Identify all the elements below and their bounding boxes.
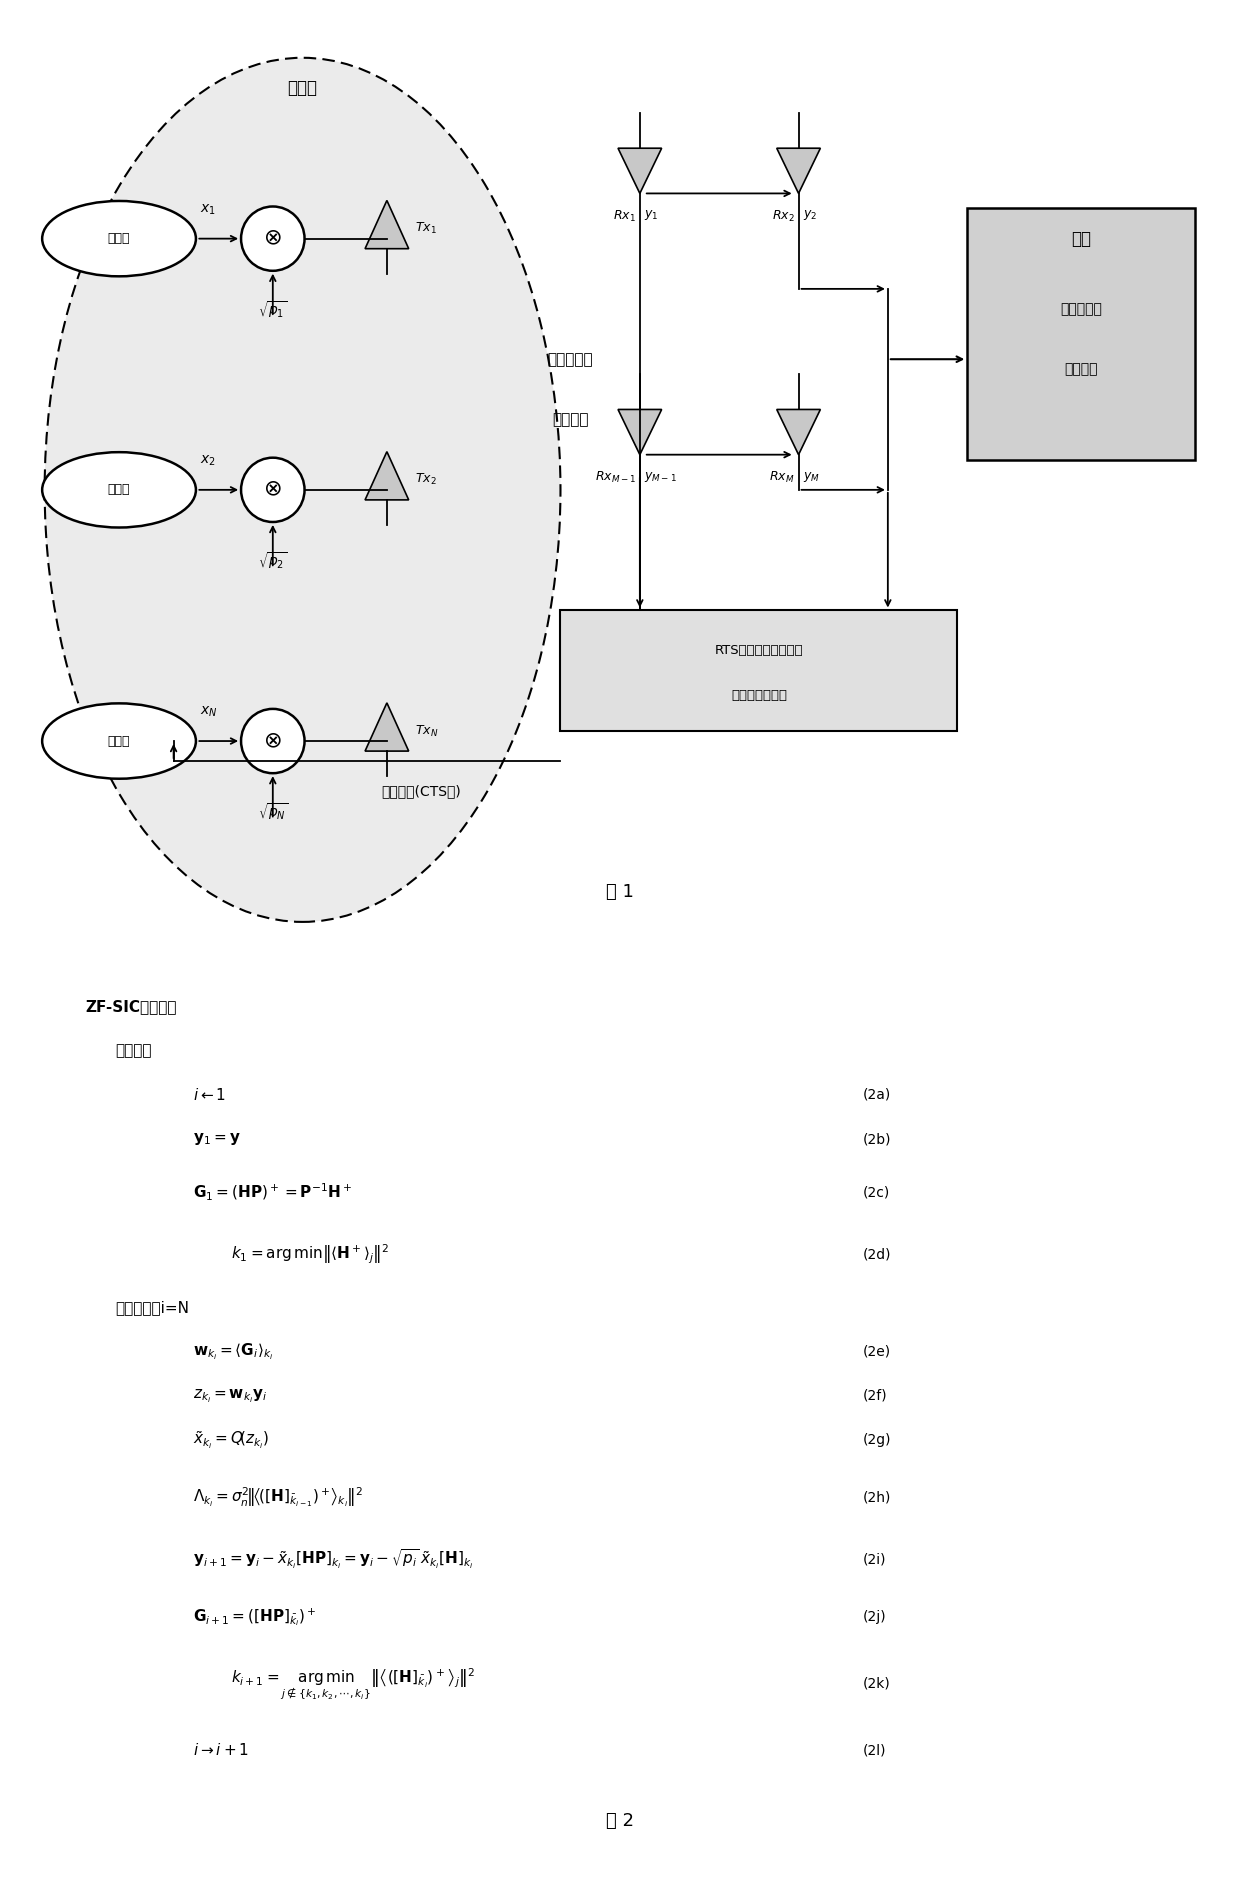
Text: $\mathbf{G}_{i+1} = \left([\mathbf{HP}]_{\bar{k}_i}\right)^+$: $\mathbf{G}_{i+1} = \left([\mathbf{HP}]_… bbox=[192, 1607, 316, 1628]
Text: $y_M$: $y_M$ bbox=[802, 469, 820, 484]
Text: $k_1 = \arg\min\left\|\left\langle\mathbf{H}^+\right\rangle_j\right\|^2$: $k_1 = \arg\min\left\|\left\langle\mathb… bbox=[232, 1242, 389, 1266]
Text: $z_{k_i} = \mathbf{w}_{k_i}\mathbf{y}_i$: $z_{k_i} = \mathbf{w}_{k_i}\mathbf{y}_i$ bbox=[192, 1387, 267, 1405]
Text: 修正的分层: 修正的分层 bbox=[1060, 301, 1102, 317]
Text: (2j): (2j) bbox=[863, 1611, 887, 1624]
Ellipse shape bbox=[42, 452, 196, 528]
Text: $Rx_1$: $Rx_1$ bbox=[613, 209, 636, 224]
FancyBboxPatch shape bbox=[560, 610, 957, 731]
Text: $i \leftarrow 1$: $i \leftarrow 1$ bbox=[192, 1087, 226, 1102]
Text: (2b): (2b) bbox=[863, 1132, 892, 1145]
Text: (2i): (2i) bbox=[863, 1552, 887, 1567]
Text: 率分配系数计算: 率分配系数计算 bbox=[730, 690, 787, 703]
Text: 丰富散射的: 丰富散射的 bbox=[548, 352, 593, 367]
Text: $Tx_2$: $Tx_2$ bbox=[414, 473, 436, 488]
Text: $y_1$: $y_1$ bbox=[644, 209, 658, 222]
Circle shape bbox=[241, 207, 305, 271]
Text: 传感器: 传感器 bbox=[108, 484, 130, 495]
Text: $\otimes$: $\otimes$ bbox=[263, 480, 283, 499]
Text: $Rx_{M-1}$: $Rx_{M-1}$ bbox=[595, 469, 636, 484]
Ellipse shape bbox=[45, 58, 560, 921]
Text: $Rx_2$: $Rx_2$ bbox=[771, 209, 795, 224]
Text: (2c): (2c) bbox=[863, 1185, 890, 1200]
Text: $i \rightarrow i+1$: $i \rightarrow i+1$ bbox=[192, 1743, 249, 1758]
Text: 迭代，直至i=N: 迭代，直至i=N bbox=[115, 1300, 188, 1315]
Text: (2l): (2l) bbox=[863, 1743, 887, 1758]
Ellipse shape bbox=[42, 703, 196, 778]
Text: $y_{M-1}$: $y_{M-1}$ bbox=[644, 469, 677, 484]
Text: $\sqrt{p_1}$: $\sqrt{p_1}$ bbox=[258, 300, 288, 320]
Polygon shape bbox=[365, 452, 409, 499]
Text: (2d): (2d) bbox=[863, 1247, 892, 1260]
Polygon shape bbox=[618, 149, 662, 194]
Text: $\Lambda_{k_i} = \sigma_n^2\!\left\|\!\left\langle\!\left([\mathbf{H}]_{\bar{k}_: $\Lambda_{k_i} = \sigma_n^2\!\left\|\!\l… bbox=[192, 1486, 363, 1509]
Text: $\sqrt{p_N}$: $\sqrt{p_N}$ bbox=[258, 801, 288, 821]
Text: 空时解码: 空时解码 bbox=[1064, 362, 1099, 377]
Text: (2k): (2k) bbox=[863, 1677, 890, 1690]
Text: (2g): (2g) bbox=[863, 1434, 892, 1447]
Text: 基站: 基站 bbox=[1071, 230, 1091, 247]
Text: (2a): (2a) bbox=[863, 1087, 892, 1102]
Polygon shape bbox=[618, 409, 662, 454]
Text: 传感器: 传感器 bbox=[108, 735, 130, 748]
Text: RTS包信噪比估计和功: RTS包信噪比估计和功 bbox=[714, 644, 804, 658]
Text: $Tx_N$: $Tx_N$ bbox=[414, 723, 438, 739]
Text: 图 2: 图 2 bbox=[606, 1812, 634, 1829]
Text: $\mathbf{y}_{i+1} = \mathbf{y}_i - \tilde{x}_{k_i}[\mathbf{HP}]_{k_i} = \mathbf{: $\mathbf{y}_{i+1} = \mathbf{y}_i - \tild… bbox=[192, 1549, 474, 1571]
Text: 传感器: 传感器 bbox=[108, 232, 130, 245]
Text: $\mathbf{G}_1 = \left(\mathbf{HP}\right)^+ = \mathbf{P}^{-1}\mathbf{H}^+$: $\mathbf{G}_1 = \left(\mathbf{HP}\right)… bbox=[192, 1181, 352, 1202]
Text: $Rx_M$: $Rx_M$ bbox=[769, 469, 795, 484]
Text: 初始化：: 初始化： bbox=[115, 1044, 151, 1059]
Polygon shape bbox=[365, 200, 409, 249]
Text: $Tx_1$: $Tx_1$ bbox=[414, 220, 436, 236]
Text: $x_2$: $x_2$ bbox=[201, 454, 216, 467]
Text: $\otimes$: $\otimes$ bbox=[263, 731, 283, 752]
Text: ZF-SIC检测算法: ZF-SIC检测算法 bbox=[86, 999, 177, 1014]
Text: (2h): (2h) bbox=[863, 1490, 892, 1505]
Text: 反馈信道(CTS包): 反馈信道(CTS包) bbox=[382, 784, 461, 799]
Circle shape bbox=[241, 708, 305, 772]
Text: $\mathbf{w}_{k_i} = \left\langle\mathbf{G}_i\right\rangle_{k_i}$: $\mathbf{w}_{k_i} = \left\langle\mathbf{… bbox=[192, 1341, 273, 1362]
FancyBboxPatch shape bbox=[967, 209, 1195, 460]
Polygon shape bbox=[776, 149, 821, 194]
Text: (2f): (2f) bbox=[863, 1389, 888, 1404]
Ellipse shape bbox=[42, 202, 196, 277]
Text: 图 1: 图 1 bbox=[606, 884, 634, 901]
Circle shape bbox=[241, 458, 305, 522]
Text: $\tilde{x}_{k_i} = Q\!\left(z_{k_i}\right)$: $\tilde{x}_{k_i} = Q\!\left(z_{k_i}\righ… bbox=[192, 1430, 269, 1451]
Text: $k_{i+1} = \underset{j\notin\{k_1,k_2,\cdots,k_i\}}{\arg\min}\left\|\left\langle: $k_{i+1} = \underset{j\notin\{k_1,k_2,\c… bbox=[232, 1665, 475, 1701]
Text: $x_N$: $x_N$ bbox=[200, 705, 217, 720]
Text: $\otimes$: $\otimes$ bbox=[263, 228, 283, 249]
Polygon shape bbox=[365, 703, 409, 752]
Text: $y_2$: $y_2$ bbox=[802, 209, 817, 222]
Text: $\mathbf{y}_1 = \mathbf{y}$: $\mathbf{y}_1 = \mathbf{y}$ bbox=[192, 1130, 241, 1147]
Polygon shape bbox=[776, 409, 821, 454]
Text: 虚拟簇: 虚拟簇 bbox=[288, 79, 317, 96]
Text: (2e): (2e) bbox=[863, 1345, 892, 1358]
Text: 信道环境: 信道环境 bbox=[552, 413, 589, 428]
Text: $x_1$: $x_1$ bbox=[201, 202, 216, 217]
Text: $\sqrt{p_2}$: $\sqrt{p_2}$ bbox=[258, 550, 288, 571]
